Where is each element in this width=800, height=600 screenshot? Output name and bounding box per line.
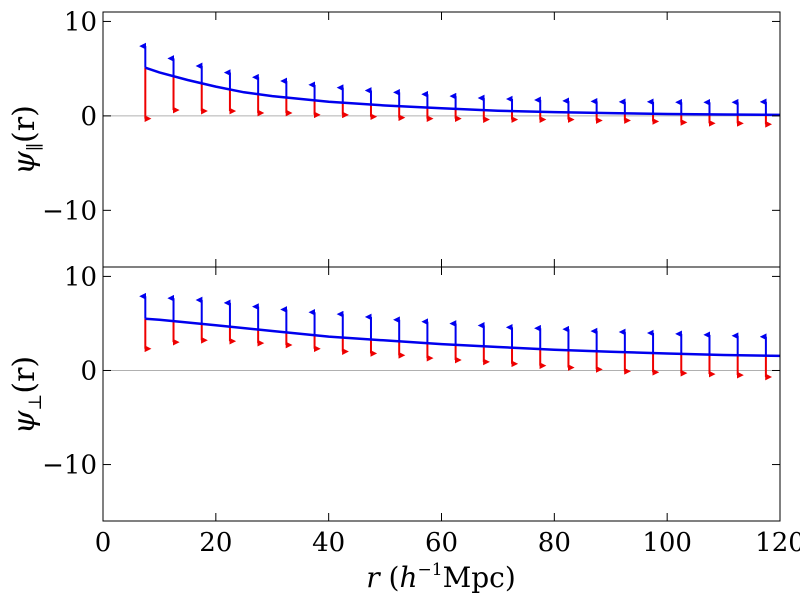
panel-top: −10 0 10 xyxy=(42,7,781,268)
x-tick-label: 0 xyxy=(95,528,112,558)
top-ytick-label: 0 xyxy=(80,102,97,132)
top-ytick-label: 10 xyxy=(64,7,97,37)
x-tick-label: 40 xyxy=(312,528,345,558)
bottom-ytick-label: −10 xyxy=(42,451,97,481)
x-tick-label: 80 xyxy=(538,528,571,558)
x-tick-label: 100 xyxy=(642,528,692,558)
top-y-axis-label: ψ∥(r) xyxy=(7,105,46,175)
top-ytick-label: −10 xyxy=(42,196,97,226)
x-tick-label: 120 xyxy=(755,528,800,558)
x-axis-label: r (h−1Mpc) xyxy=(366,560,516,594)
top-model-curve xyxy=(144,66,781,117)
bottom-axes-frame xyxy=(102,266,781,522)
top-axes-frame xyxy=(102,11,781,268)
x-tick-label: 60 xyxy=(425,528,458,558)
bottom-ytick-label: 10 xyxy=(64,262,97,292)
bottom-y-axis-label: ψ⊥(r) xyxy=(7,356,46,434)
x-tick-label: 20 xyxy=(199,528,232,558)
bottom-model-curve xyxy=(145,317,781,358)
bottom-ytick-label: 0 xyxy=(80,356,97,386)
